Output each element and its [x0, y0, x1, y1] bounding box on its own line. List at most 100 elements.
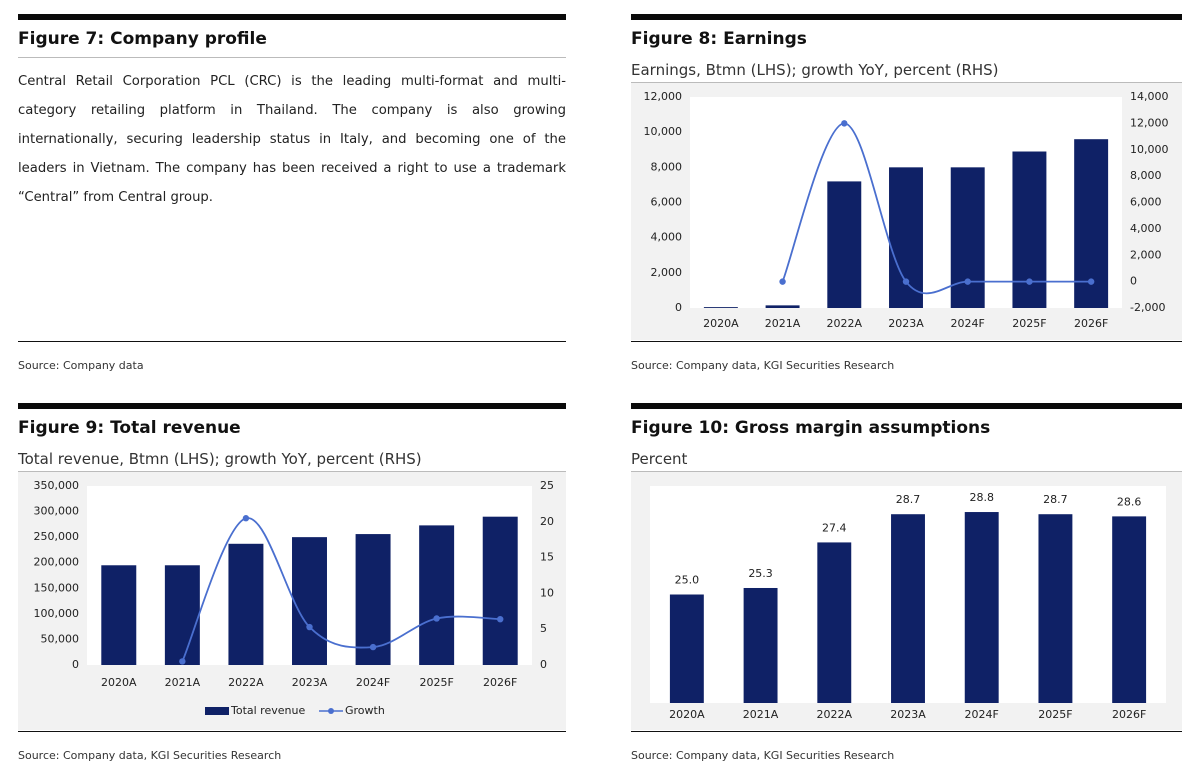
earnings-y2-tick-label: 0	[1130, 275, 1137, 288]
figure-9-subtitle-divider	[18, 471, 566, 472]
revenue-x-tick-label: 2026F	[483, 676, 517, 689]
gross_margin-x-tick-label: 2022A	[817, 708, 853, 721]
figure-10-title: Figure 10: Gross margin assumptions	[631, 418, 991, 438]
figure-8-subtitle-divider	[631, 82, 1182, 83]
earnings-y-tick-label: 8,000	[651, 160, 683, 173]
gross_margin-data-label: 28.8	[969, 491, 994, 504]
revenue-x-tick-label: 2025F	[419, 676, 453, 689]
earnings-x-tick-label: 2023A	[888, 317, 924, 330]
legend-bar-swatch	[205, 707, 229, 715]
figure-10-bottom-rule	[631, 731, 1182, 732]
earnings-y2-tick-label: 2,000	[1130, 248, 1162, 261]
revenue-bar	[355, 534, 391, 665]
figure-7-title: Figure 7: Company profile	[18, 29, 267, 49]
revenue-growth-point	[369, 643, 377, 651]
figure-10-subtitle: Percent	[631, 450, 688, 468]
figure-8-source: Source: Company data, KGI Securities Res…	[631, 359, 895, 372]
revenue-y-tick-label: 150,000	[34, 581, 80, 594]
figure-9-source: Source: Company data, KGI Securities Res…	[18, 749, 282, 762]
earnings-y2-tick-label: -2,000	[1130, 301, 1165, 314]
earnings-x-tick-label: 2021A	[765, 317, 801, 330]
earnings-growth-point	[964, 278, 971, 285]
legend-line-swatch	[319, 708, 343, 714]
gross_margin-data-label: 28.7	[1043, 493, 1068, 506]
revenue-growth-point	[306, 623, 313, 631]
revenue-x-tick-label: 2023A	[292, 676, 328, 689]
gross_margin-bar	[964, 512, 999, 703]
earnings-bar	[950, 167, 985, 308]
revenue-bar	[292, 537, 327, 665]
gross_margin-data-label: 28.6	[1117, 495, 1142, 508]
earnings-bar	[889, 167, 923, 308]
figure-8-subtitle: Earnings, Btmn (LHS); growth YoY, percen…	[631, 61, 999, 79]
revenue-growth-point	[242, 515, 250, 522]
gross_margin-bar	[1112, 516, 1147, 703]
revenue-y-tick-label: 300,000	[34, 505, 80, 518]
revenue-y2-tick-label: 10	[540, 586, 554, 599]
earnings-bar	[827, 181, 862, 308]
gross_margin-x-tick-label: 2021A	[743, 708, 779, 721]
earnings-x-tick-label: 2020A	[703, 317, 739, 330]
earnings-y-tick-label: 12,000	[644, 90, 683, 103]
earnings-growth-point	[902, 278, 910, 285]
earnings-y2-tick-label: 8,000	[1130, 169, 1162, 182]
figure-9-bottom-rule	[18, 731, 566, 732]
gross_margin-x-tick-label: 2026F	[1112, 708, 1146, 721]
earnings-growth-point	[1087, 278, 1095, 285]
figure-10-subtitle-divider	[631, 471, 1182, 472]
revenue-bar	[482, 516, 518, 665]
earnings-y-tick-label: 6,000	[651, 196, 683, 209]
revenue-bar	[101, 565, 137, 665]
gross_margin-bar	[817, 542, 852, 703]
company-profile-text: Central Retail Corporation PCL (CRC) is …	[18, 74, 566, 205]
earnings-x-tick-label: 2022A	[827, 317, 863, 330]
gross_margin-x-tick-label: 2020A	[669, 708, 705, 721]
earnings-y-tick-label: 2,000	[651, 266, 683, 279]
revenue-y-tick-label: 50,000	[41, 632, 80, 645]
gross_margin-bar	[891, 514, 925, 703]
earnings-x-tick-label: 2024F	[951, 317, 985, 330]
earnings-y2-tick-label: 4,000	[1130, 222, 1162, 235]
earnings-x-tick-label: 2025F	[1012, 317, 1046, 330]
revenue-y-tick-label: 200,000	[34, 556, 80, 569]
gross_margin-x-tick-label: 2025F	[1038, 708, 1072, 721]
figure-7-source: Source: Company data	[18, 359, 144, 372]
gross_margin-bar	[669, 594, 704, 703]
revenue-growth-point	[179, 658, 186, 665]
earnings-y-tick-label: 10,000	[644, 125, 683, 138]
revenue-x-tick-label: 2021A	[165, 676, 201, 689]
figure-9-title: Figure 9: Total revenue	[18, 418, 241, 438]
earnings-y2-tick-label: 12,000	[1130, 116, 1169, 129]
figure-7-top-rule	[18, 14, 566, 20]
revenue-x-tick-label: 2020A	[101, 676, 137, 689]
gross_margin-x-tick-label: 2023A	[890, 708, 926, 721]
earnings-growth-point	[779, 278, 786, 285]
figure-7-title-divider	[18, 57, 566, 58]
earnings-growth-point	[841, 120, 848, 127]
earnings-growth-point	[1026, 278, 1033, 285]
gross_margin-data-label: 25.3	[748, 567, 773, 580]
revenue-growth-point	[433, 615, 440, 622]
revenue-bar	[419, 525, 455, 665]
figure-8-bottom-rule	[631, 341, 1182, 342]
revenue-y2-tick-label: 25	[540, 479, 554, 492]
earnings-bar	[765, 305, 800, 308]
earnings-y2-tick-label: 6,000	[1130, 196, 1162, 209]
figure-9-top-rule	[18, 403, 566, 409]
revenue-y2-tick-label: 0	[540, 658, 547, 671]
gross_margin-x-tick-label: 2024F	[965, 708, 999, 721]
earnings-bar	[703, 307, 738, 308]
revenue-y2-tick-label: 20	[540, 515, 554, 528]
revenue-x-tick-label: 2024F	[356, 676, 390, 689]
legend-bar-label: Total revenue	[231, 704, 306, 717]
revenue-bar	[228, 543, 264, 665]
figure-7-bottom-rule	[18, 341, 566, 342]
figure-10-top-rule	[631, 403, 1182, 409]
earnings-y-tick-label: 4,000	[651, 231, 683, 244]
gross_margin-data-label: 27.4	[822, 521, 847, 534]
revenue-growth-point	[497, 615, 504, 623]
revenue-y-tick-label: 350,000	[34, 479, 80, 492]
earnings-y2-tick-label: 10,000	[1130, 143, 1169, 156]
revenue-bar	[164, 565, 200, 665]
